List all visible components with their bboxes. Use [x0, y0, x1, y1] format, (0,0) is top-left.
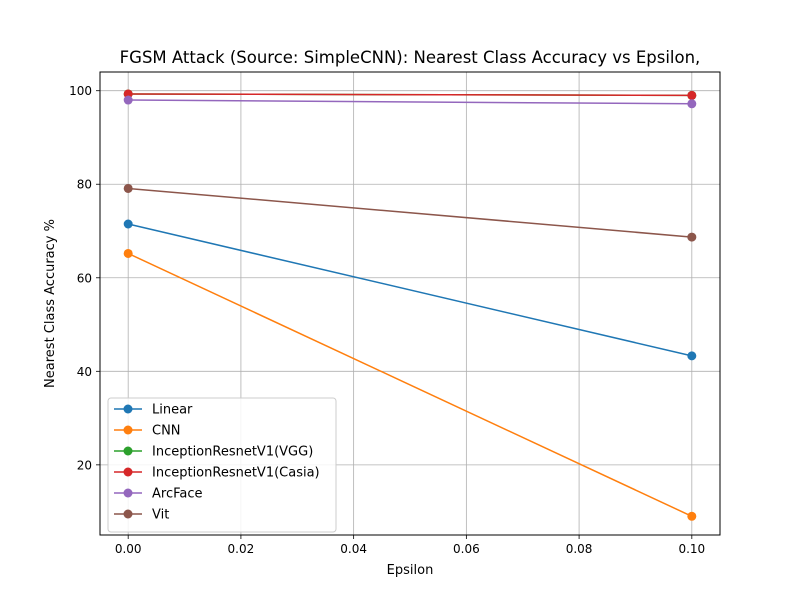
data-point [687, 99, 697, 109]
legend-label: InceptionResnetV1(Casia) [152, 466, 320, 481]
data-point [687, 90, 697, 100]
data-point [123, 183, 133, 193]
grid [100, 72, 720, 535]
data-point [687, 232, 697, 242]
y-tick-label: 40 [77, 365, 92, 379]
data-point [123, 95, 133, 105]
legend-marker [123, 467, 133, 477]
legend-marker [123, 446, 133, 456]
legend-item-arcface: ArcFace [114, 487, 203, 502]
series [123, 89, 697, 521]
x-tick-label: 0.02 [228, 542, 255, 556]
series-line [128, 187, 692, 238]
legend-marker [123, 488, 133, 498]
x-tick-label: 0.04 [340, 542, 367, 556]
plot-area [99, 71, 721, 536]
series-linear [123, 219, 697, 361]
legend-item-inceptionresnetv1-vgg: InceptionResnetV1(VGG) [114, 445, 313, 460]
legend-item-cnn: CNN [114, 424, 181, 439]
legend-item-linear: Linear [114, 403, 193, 418]
y-tick-label: 60 [77, 271, 92, 285]
series-vit [123, 183, 697, 242]
series-line [128, 223, 692, 357]
legend: Linear CNN InceptionResnetV1(VGG) Inception… [107, 397, 337, 533]
chart-title: FGSM Attack (Source: SimpleCNN): Nearest… [120, 48, 701, 67]
legend-label: ArcFace [152, 487, 203, 502]
legend-item-vit: Vit [114, 508, 169, 523]
legend-item-inceptionresnetv1-casia: InceptionResnetV1(Casia) [114, 466, 320, 481]
x-tick-label: 0.00 [115, 542, 142, 556]
legend-label: Linear [152, 403, 193, 418]
legend-marker [123, 404, 133, 414]
y-tick-label: 20 [77, 458, 92, 472]
legend-box [107, 397, 337, 533]
series-line [128, 99, 692, 105]
axis-ticks: 0.00 0.02 0.04 0.06 0.08 0.10 20 40 60 80 100 [69, 84, 705, 556]
legend-label: InceptionResnetV1(VGG) [152, 445, 313, 460]
legend-marker [123, 425, 133, 435]
x-tick-label: 0.10 [678, 542, 705, 556]
data-point [123, 219, 133, 229]
legend-label: Vit [152, 508, 169, 523]
data-point [687, 511, 697, 521]
legend-marker [123, 509, 133, 519]
y-tick-label: 80 [77, 178, 92, 192]
y-axis-label: Nearest Class Accuracy % [43, 219, 58, 388]
x-tick-label: 0.06 [453, 542, 480, 556]
series-arcface [123, 95, 697, 109]
series-cnn [123, 248, 697, 521]
y-tick-label: 100 [69, 84, 92, 98]
series-line [127, 252, 693, 517]
data-point [687, 351, 697, 361]
series-line [128, 93, 692, 97]
data-point [123, 248, 133, 258]
x-axis-label: Epsilon [387, 563, 434, 578]
legend-label: CNN [152, 424, 181, 439]
x-tick-label: 0.08 [566, 542, 593, 556]
